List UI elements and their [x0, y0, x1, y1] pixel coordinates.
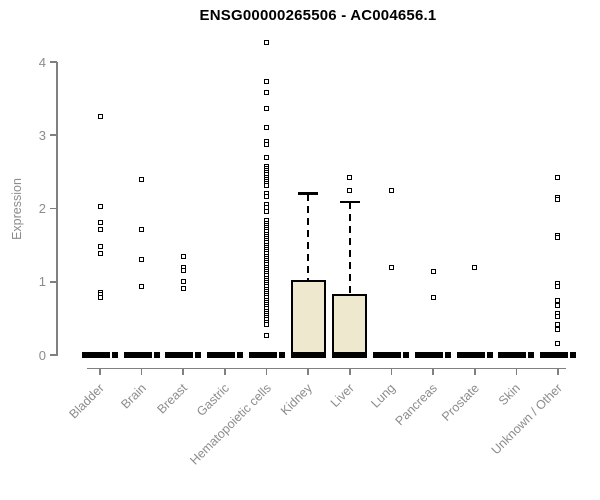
x-axis-tick: [432, 368, 434, 375]
outlier-point: [264, 106, 270, 112]
outlier-point: [180, 285, 186, 291]
outlier-point: [555, 197, 561, 203]
outlier-point: [264, 194, 270, 200]
outlier-point: [97, 203, 103, 209]
y-axis-tick: [49, 207, 57, 210]
y-axis-tick: [49, 134, 57, 137]
outlier-point: [430, 268, 436, 274]
collapsed-box-at-zero: [82, 352, 110, 358]
outlier-point: [264, 141, 270, 147]
outlier-point: [264, 39, 270, 45]
y-axis-tick: [49, 354, 57, 356]
boxplot-whisker-cap: [339, 200, 360, 204]
collapsed-box-point: [403, 352, 410, 358]
collapsed-box-at-zero: [415, 352, 444, 358]
x-axis-tick: [265, 368, 268, 375]
chart-title: ENSG00000265506 - AC004656.1: [199, 7, 437, 24]
outlier-point: [139, 177, 145, 183]
boxplot-box: [332, 294, 368, 358]
boxplot-whisker-cap: [298, 192, 319, 196]
outlier-point: [264, 332, 270, 338]
outlier-point: [555, 314, 561, 320]
collapsed-box-at-zero: [123, 352, 152, 358]
collapsed-box-point: [195, 352, 202, 358]
x-axis-tick: [307, 368, 309, 375]
y-axis-tick-label: 2: [38, 201, 46, 216]
y-axis-tick: [49, 280, 57, 283]
x-axis-tick: [140, 368, 143, 375]
outlier-point: [139, 284, 145, 290]
x-axis-tick: [99, 368, 101, 375]
y-axis-tick-label: 0: [38, 347, 46, 363]
outlier-point: [264, 79, 270, 85]
outlier-point: [472, 265, 478, 271]
collapsed-box-point: [486, 352, 493, 358]
outlier-point: [264, 321, 270, 327]
outlier-point: [555, 174, 561, 180]
collapsed-box-at-zero: [539, 352, 568, 358]
y-axis-tick: [49, 61, 57, 63]
y-axis-tick-label: 3: [38, 127, 46, 143]
outlier-point: [264, 183, 270, 189]
outlier-point: [388, 265, 394, 271]
outlier-point: [555, 302, 561, 308]
x-axis-line: [87, 367, 566, 370]
collapsed-box-at-zero: [248, 352, 277, 358]
outlier-point: [180, 254, 186, 260]
x-axis-tick: [224, 368, 226, 375]
outlier-point: [555, 326, 561, 332]
collapsed-box-point: [528, 352, 535, 358]
collapsed-box-at-zero: [456, 352, 485, 358]
boxplot-median-line: [290, 352, 326, 358]
x-axis-tick: [390, 368, 393, 375]
outlier-point: [430, 295, 436, 301]
outlier-point: [97, 251, 103, 257]
outlier-point: [555, 235, 561, 241]
collapsed-box-at-zero: [498, 352, 527, 358]
outlier-point: [264, 155, 270, 161]
x-axis-tick: [182, 368, 185, 375]
outlier-point: [347, 188, 353, 194]
collapsed-box-point: [236, 352, 243, 358]
boxplot-median-line: [332, 352, 368, 358]
collapsed-box-point: [445, 352, 452, 358]
outlier-point: [139, 257, 145, 263]
outlier-point: [97, 226, 103, 232]
y-axis-tick-label: 1: [38, 274, 46, 290]
outlier-point: [264, 208, 270, 214]
outlier-point: [388, 188, 394, 194]
outlier-point: [264, 124, 270, 130]
y-axis-tick-label: 4: [38, 54, 46, 70]
outlier-point: [180, 278, 186, 284]
outlier-point: [347, 175, 353, 181]
outlier-point: [264, 89, 270, 95]
collapsed-box-point: [278, 352, 285, 358]
outlier-point: [555, 340, 561, 346]
x-axis-tick: [473, 368, 476, 375]
outlier-point: [180, 267, 186, 273]
outlier-point: [97, 294, 103, 300]
boxplot-box: [290, 280, 326, 358]
collapsed-box-at-zero: [165, 352, 194, 358]
boxplot-whisker: [306, 193, 310, 281]
boxplot-whisker: [348, 201, 352, 295]
x-axis-tick: [349, 368, 351, 375]
outlier-point: [97, 244, 103, 250]
collapsed-box-at-zero: [373, 352, 402, 358]
collapsed-box-point: [112, 352, 118, 358]
outlier-point: [139, 226, 145, 232]
collapsed-box-at-zero: [206, 352, 235, 358]
y-axis-line: [56, 62, 58, 356]
x-axis-tick: [515, 368, 518, 375]
collapsed-box-point: [569, 352, 576, 358]
collapsed-box-point: [153, 352, 160, 358]
y-axis-label: Expression: [10, 178, 24, 240]
x-axis-tick: [557, 368, 559, 375]
outlier-point: [97, 114, 103, 120]
outlier-point: [97, 219, 103, 225]
outlier-point: [555, 284, 561, 290]
